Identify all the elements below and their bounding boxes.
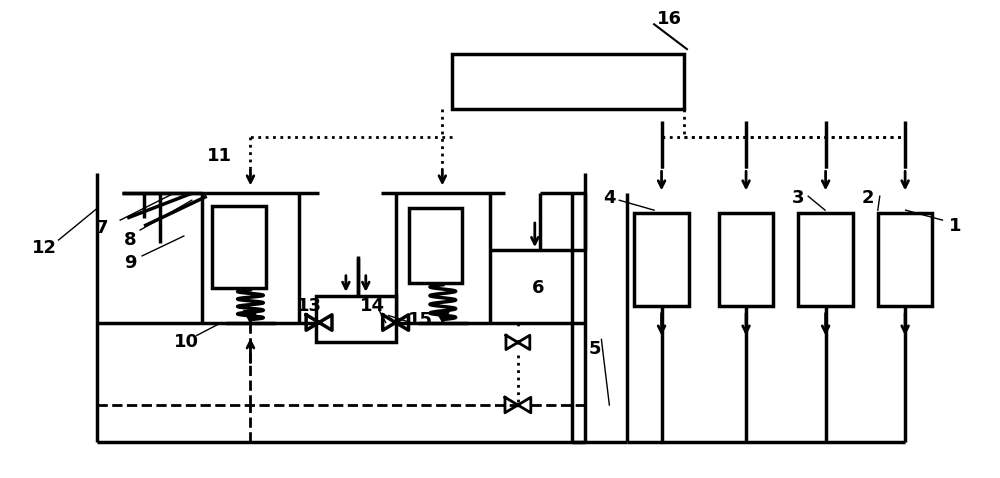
Text: 3: 3	[792, 189, 805, 207]
Bar	[316, 296, 396, 342]
Text: 9: 9	[124, 254, 136, 272]
Text: 10: 10	[174, 333, 199, 351]
Text: 13: 13	[297, 297, 322, 315]
Text: 1: 1	[949, 217, 962, 235]
Polygon shape	[243, 311, 257, 323]
Text: 4: 4	[603, 189, 616, 207]
Text: 5: 5	[588, 340, 601, 358]
Bar	[719, 213, 773, 305]
Text: 15: 15	[408, 311, 433, 328]
Bar	[878, 213, 932, 305]
Text: 11: 11	[207, 148, 232, 165]
Text: 2: 2	[862, 189, 874, 207]
Text: 6: 6	[532, 279, 544, 297]
Circle shape	[516, 341, 519, 344]
Bar	[452, 54, 684, 109]
Bar	[798, 213, 853, 305]
Bar	[212, 206, 266, 288]
Text: 16: 16	[657, 11, 682, 28]
Text: 7: 7	[96, 219, 109, 237]
Circle shape	[318, 321, 321, 324]
Text: 12: 12	[32, 239, 57, 257]
Polygon shape	[436, 311, 450, 323]
Circle shape	[394, 321, 397, 324]
Circle shape	[516, 403, 519, 407]
Text: 8: 8	[124, 231, 136, 249]
Bar	[634, 213, 689, 305]
Text: 14: 14	[360, 297, 385, 315]
Bar	[409, 208, 462, 283]
